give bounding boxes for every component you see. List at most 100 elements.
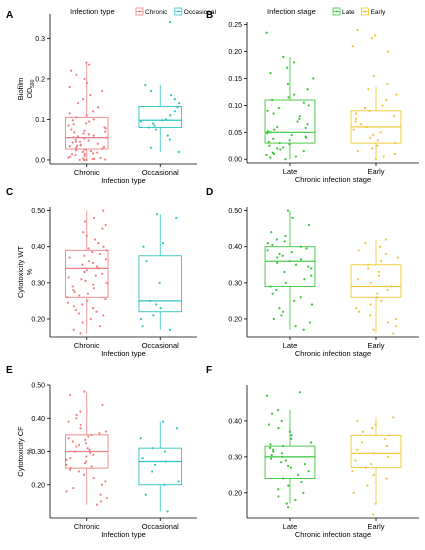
data-point	[276, 125, 279, 129]
data-point	[71, 285, 74, 288]
data-point	[74, 153, 77, 157]
data-point	[297, 473, 300, 476]
data-point	[149, 146, 152, 149]
data-point	[369, 136, 372, 139]
data-point	[73, 131, 76, 134]
data-point	[67, 437, 70, 440]
y-axis-label: Biofilm	[16, 78, 25, 101]
data-point	[354, 459, 357, 462]
data-point	[100, 89, 104, 93]
data-point	[92, 283, 95, 286]
data-point	[94, 274, 97, 277]
x-tick-label: Late	[283, 167, 298, 176]
data-point	[83, 129, 86, 132]
y-tick-label: 0.00	[228, 157, 242, 164]
data-point	[374, 158, 378, 161]
data-point	[87, 247, 90, 250]
y-tick-label: 0.20	[228, 490, 242, 497]
data-point	[372, 328, 375, 331]
data-point	[73, 290, 76, 293]
data-point	[72, 136, 75, 139]
data-point	[144, 83, 147, 87]
data-point	[395, 93, 398, 96]
data-point	[284, 234, 287, 237]
data-point	[374, 502, 377, 505]
data-point	[303, 278, 306, 281]
data-point	[351, 470, 354, 473]
data-point	[367, 88, 370, 91]
data-point	[89, 452, 92, 455]
data-point	[166, 510, 169, 513]
data-point	[67, 156, 70, 159]
data-point	[376, 296, 379, 299]
data-point	[149, 299, 152, 302]
box	[64, 116, 109, 150]
data-point	[83, 220, 87, 223]
data-point	[290, 437, 293, 441]
data-point	[271, 243, 274, 247]
data-point	[91, 158, 94, 161]
data-point	[265, 153, 268, 157]
data-point	[102, 209, 105, 212]
data-point	[363, 107, 367, 110]
data-point	[77, 312, 80, 315]
data-point	[360, 441, 363, 444]
data-point	[151, 447, 154, 450]
y-axis-label: Cytotoxicity CF	[16, 426, 25, 477]
data-point	[83, 148, 86, 151]
data-point	[177, 480, 180, 483]
data-point	[267, 423, 271, 426]
panel-tag: B	[206, 10, 213, 21]
data-point	[268, 144, 271, 147]
data-point	[372, 133, 375, 137]
data-point	[367, 263, 370, 266]
data-point	[292, 61, 296, 64]
data-point	[278, 307, 281, 310]
data-point	[89, 93, 92, 97]
group-occasional	[138, 21, 183, 153]
data-point	[287, 464, 290, 467]
data-point	[104, 258, 107, 261]
box	[264, 246, 316, 287]
data-point	[81, 303, 84, 306]
data-point	[307, 104, 310, 107]
data-point	[385, 98, 388, 102]
data-point	[74, 450, 77, 453]
data-point	[266, 132, 269, 135]
data-point	[372, 513, 375, 516]
data-point	[269, 156, 272, 159]
data-point	[280, 452, 284, 455]
data-point	[271, 292, 274, 295]
data-point	[82, 473, 86, 476]
data-point	[72, 305, 76, 308]
x-tick-label: Chronic	[74, 522, 100, 531]
data-point	[88, 63, 91, 66]
data-point	[95, 265, 98, 268]
data-point	[265, 394, 269, 397]
data-point	[378, 245, 382, 248]
data-point	[77, 443, 81, 446]
data-point	[351, 45, 354, 48]
data-point	[161, 420, 165, 423]
data-point	[99, 156, 102, 160]
data-point	[354, 112, 358, 115]
y-tick-label: 0.40	[31, 416, 45, 423]
data-point	[78, 158, 81, 162]
data-point	[273, 128, 276, 131]
data-point	[388, 434, 391, 437]
data-point	[95, 503, 99, 506]
y-tick-label: 0.20	[31, 316, 45, 323]
y-tick-label: 0.20	[31, 482, 45, 489]
data-point	[145, 260, 148, 263]
data-point	[384, 252, 388, 256]
data-point	[270, 231, 273, 234]
data-point	[280, 314, 283, 317]
data-point	[269, 446, 272, 450]
data-point	[153, 124, 156, 127]
data-point	[364, 242, 367, 245]
y-tick-label: 0.50	[228, 208, 242, 215]
data-point	[307, 470, 310, 473]
data-point	[104, 223, 107, 227]
data-point	[75, 146, 78, 149]
data-point	[80, 278, 83, 281]
